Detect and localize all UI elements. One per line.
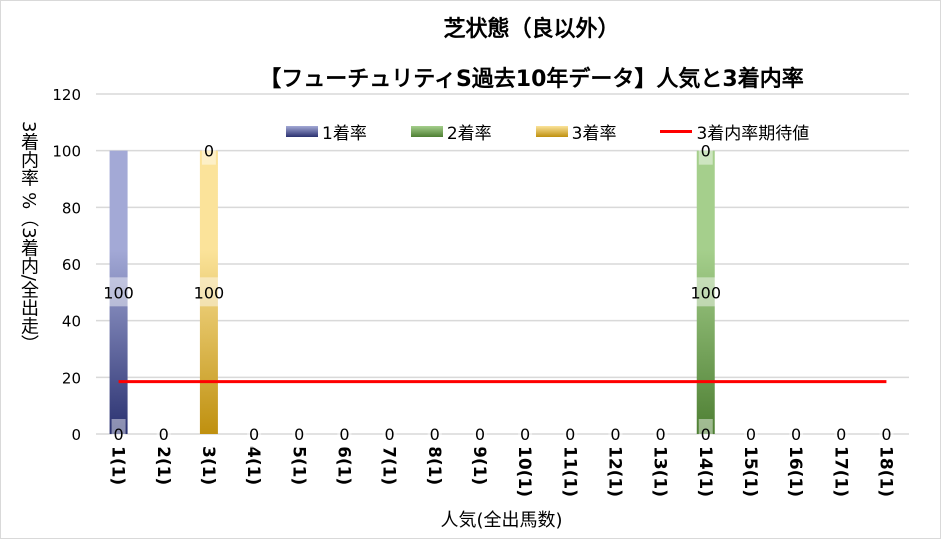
data-label-bg: [743, 419, 758, 448]
data-label: 0: [836, 425, 846, 444]
x-tick-label: 1(1): [108, 446, 128, 485]
data-label-bg: [789, 419, 804, 448]
data-label-bg: [563, 419, 578, 448]
x-tick-label: 10(1): [514, 446, 534, 497]
legend-label: 3着率: [571, 124, 617, 144]
y-tick-label: 120: [52, 86, 81, 104]
legend-item-2: 2着率: [410, 119, 492, 144]
data-label-bg: [247, 419, 262, 448]
data-label: 0: [113, 425, 123, 444]
legend-swatch: [535, 126, 568, 137]
data-label: 0: [475, 425, 485, 444]
data-label: 0: [746, 425, 756, 444]
legend-line: [660, 130, 693, 133]
data-label-bg: [427, 419, 442, 448]
x-tick-label: 9(1): [469, 446, 489, 485]
x-tick-label: 3(1): [198, 446, 218, 485]
y-tick-label: 0: [71, 426, 81, 444]
data-label: 0: [791, 425, 801, 444]
data-label-bg: [608, 419, 623, 448]
data-label: 0: [655, 425, 665, 444]
data-label-bg: [472, 419, 487, 448]
x-tick-label: 16(1): [785, 446, 805, 497]
data-label-bg: [337, 419, 352, 448]
data-label: 0: [204, 142, 214, 161]
chart-title: 芝状態（良以外）: [443, 17, 620, 42]
data-label-bg: [879, 419, 894, 448]
data-label: 0: [159, 425, 169, 444]
legend-item-3: 3着率: [535, 119, 617, 144]
y-tick-label: 80: [62, 199, 81, 217]
x-tick-label: 14(1): [695, 446, 715, 497]
y-axis-title: 3着内率 %（3着内/全出走）: [18, 121, 39, 353]
data-label-bg: [382, 419, 397, 448]
y-tick-label: 60: [62, 256, 81, 274]
data-label: 0: [701, 142, 711, 161]
y-tick-label: 20: [62, 369, 81, 387]
x-tick-label: 2(1): [153, 446, 173, 485]
data-label-bg: [653, 419, 668, 448]
x-tick-label: 6(1): [333, 446, 353, 485]
data-label: 0: [520, 425, 530, 444]
data-label: 0: [565, 425, 575, 444]
data-label-bg: [698, 419, 713, 448]
data-label: 100: [103, 283, 134, 302]
x-tick-label: 8(1): [424, 446, 444, 485]
data-label: 100: [194, 283, 225, 302]
legend-swatch: [410, 126, 443, 137]
data-label-bg: [518, 419, 533, 448]
x-tick-label: 4(1): [243, 446, 263, 485]
legend-label: 1着率: [322, 124, 367, 144]
legend-label: 2着率: [446, 124, 492, 144]
x-tick-label: 5(1): [288, 446, 308, 485]
data-label: 0: [610, 425, 620, 444]
bar-3: [199, 150, 218, 434]
data-label-bg: [698, 135, 713, 165]
bar-1: [109, 150, 128, 434]
x-axis-title: 人気(全出馬数): [440, 510, 563, 531]
data-label: 0: [881, 425, 891, 444]
data-label: 0: [294, 425, 304, 444]
y-tick-label: 100: [52, 143, 81, 161]
legend: 1着率 2着率 3着率 3着内率期待値: [286, 119, 853, 144]
data-label: 0: [249, 425, 259, 444]
legend-label: 3着内率期待値: [696, 124, 810, 144]
chart-subtitle: 【フューチュリティS過去10年データ】人気と3着内率: [259, 67, 804, 92]
data-label: 0: [701, 425, 711, 444]
data-label-bg: [101, 277, 136, 307]
x-tick-label: 17(1): [830, 446, 850, 497]
x-tick-label: 18(1): [875, 446, 895, 497]
data-label: 0: [384, 425, 394, 444]
x-tick-label: 15(1): [740, 446, 760, 497]
legend-item-line: 3着内率期待値: [660, 119, 809, 144]
x-tick-label: 12(1): [604, 446, 624, 497]
data-label-bg: [201, 135, 216, 165]
data-label: 0: [339, 425, 349, 444]
data-label-bg: [834, 419, 849, 448]
bar-2: [696, 150, 715, 434]
y-tick-label: 40: [62, 313, 81, 331]
x-tick-label: 11(1): [559, 446, 579, 497]
x-tick-label: 13(1): [650, 446, 670, 497]
data-label: 0: [430, 425, 440, 444]
legend-swatch: [286, 126, 318, 137]
x-tick-label: 7(1): [379, 446, 399, 485]
data-label: 100: [690, 283, 721, 302]
data-label-bg: [156, 419, 171, 448]
data-label-bg: [191, 277, 226, 307]
data-label-bg: [111, 419, 126, 448]
data-label-bg: [688, 277, 723, 307]
legend-item-1: 1着率: [286, 119, 367, 144]
data-label-bg: [292, 419, 307, 448]
